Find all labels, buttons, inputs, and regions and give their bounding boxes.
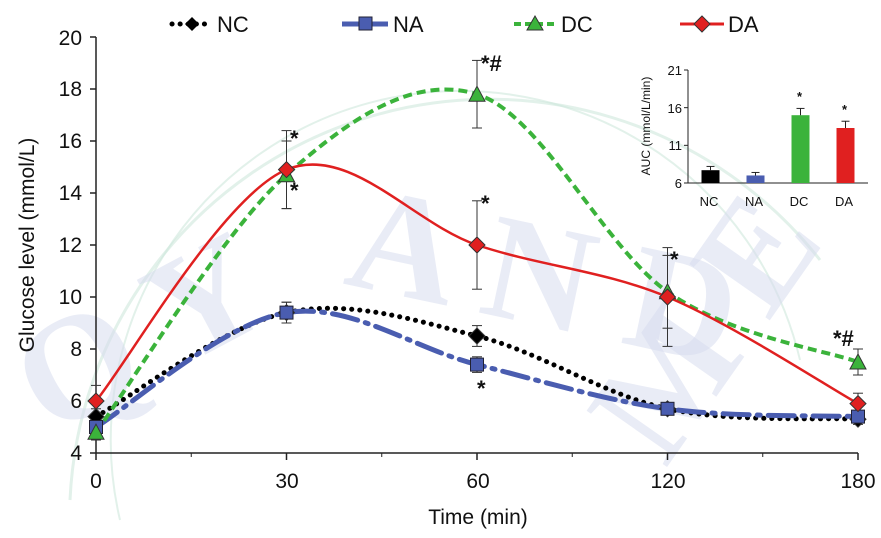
legend-marker-da: [693, 15, 711, 33]
sig-label: *: [290, 178, 299, 203]
point-da: [658, 288, 677, 306]
x-axis-title: Time (min): [428, 506, 528, 529]
point-da: [849, 394, 867, 413]
y-tick-label: 4: [70, 442, 82, 465]
y-tick-label: 10: [59, 286, 82, 309]
inset-x-ticks: NC NA DC DA: [700, 194, 854, 209]
inset-bar-da: [836, 128, 855, 183]
y-axis-title: Glucose level (mmol/L): [16, 138, 39, 353]
curve-da: [94, 163, 860, 405]
legend-marker-na: [358, 16, 373, 31]
sig-label: *: [290, 126, 299, 151]
x-axis-ticks: 0 30 60 120 180: [90, 470, 875, 493]
inset-auc-chart: 6 11 16 21 NC NA DC DA AUC (mmol/L/min) …: [639, 63, 868, 209]
data-markers: [87, 85, 867, 440]
legend-item-da: DA: [680, 12, 759, 37]
point-dc: [468, 85, 486, 102]
legend-item-dc: DC: [514, 12, 593, 37]
sig-label: *: [670, 247, 679, 272]
point-dc: [849, 352, 867, 370]
inset-y-tick-label: 21: [668, 63, 682, 78]
sig-label: *: [477, 376, 486, 401]
y-tick-label: 6: [70, 390, 82, 413]
y-tick-label: 18: [59, 78, 82, 101]
x-tick-label: 120: [650, 470, 685, 493]
inset-x-tick-label: DC: [790, 194, 809, 209]
legend: NC NA DC DA: [169, 12, 759, 37]
legend-marker-dc: [526, 14, 544, 31]
point-dc: [87, 423, 105, 440]
point-na: [279, 305, 294, 320]
svg-text:Q Y: Q Y: [0, 200, 292, 467]
inset-x-tick-label: NA: [745, 194, 763, 209]
significance-marks: * * *# * * * *#: [290, 51, 854, 401]
sig-label: *: [481, 191, 490, 216]
inset-y-tick-label: 11: [669, 138, 683, 153]
y-tick-label: 8: [70, 338, 82, 361]
inset-x-tick-label: DA: [835, 194, 853, 209]
inset-y-axis-title: AUC (mmol/L/min): [639, 77, 653, 176]
inset-y-tick-label: 6: [675, 176, 682, 191]
x-tick-label: 0: [90, 470, 102, 493]
y-tick-label: 16: [59, 130, 82, 153]
point-nc: [468, 327, 486, 345]
x-tick-label: 30: [275, 470, 298, 493]
sig-label: *#: [481, 51, 502, 76]
legend-item-na: NA: [342, 12, 424, 37]
legend-label-nc: NC: [217, 12, 249, 37]
y-axis-ticks: 4 6 8 10 12 14 16 18 20: [59, 27, 83, 465]
point-na: [660, 401, 675, 416]
sig-label: *#: [833, 326, 854, 351]
x-tick-label: 60: [466, 470, 489, 493]
inset-bar-nc: [701, 170, 720, 183]
legend-marker-nc: [185, 17, 199, 31]
inset-x-tick-label: NC: [700, 194, 719, 209]
inset-y-ticks: 6 11 16 21: [668, 63, 688, 191]
legend-label-dc: DC: [561, 12, 593, 37]
y-tick-label: 12: [59, 234, 82, 257]
inset-sig-label: *: [842, 102, 848, 117]
inset-y-tick-label: 16: [668, 101, 682, 116]
point-da: [87, 392, 105, 410]
point-da: [468, 236, 486, 254]
inset-sig-label: *: [797, 89, 803, 104]
inset-bar-na: [746, 175, 765, 183]
watermark: Q Y A N D M E: [0, 89, 853, 521]
point-da: [277, 160, 296, 179]
point-na: [470, 357, 484, 372]
x-tick-label: 180: [840, 470, 875, 493]
inset-bar-dc: [791, 115, 810, 183]
inset-bars: [701, 107, 855, 183]
y-tick-label: 14: [59, 182, 83, 205]
legend-label-na: NA: [393, 12, 424, 37]
legend-item-nc: NC: [169, 12, 249, 37]
y-tick-label: 20: [59, 27, 82, 50]
legend-label-da: DA: [728, 12, 759, 37]
